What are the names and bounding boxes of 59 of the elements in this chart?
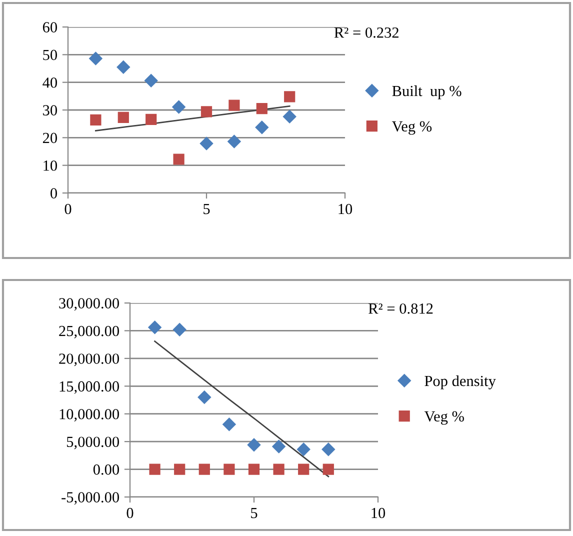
point [174, 464, 186, 475]
x-tick-label: 0 [126, 508, 134, 518]
y-tick-label: 20 [42, 132, 57, 144]
point [116, 60, 130, 74]
point [322, 442, 335, 456]
line-series [154, 340, 330, 478]
legend-label: Built up % [392, 85, 462, 100]
x-tick-label: 5 [251, 508, 258, 518]
point [118, 112, 129, 124]
x-tick-label: 5 [204, 204, 210, 214]
legend-label: Veg % [392, 121, 432, 135]
point [200, 106, 212, 118]
point [144, 74, 158, 88]
y-tick-label: 10,000.00 [60, 409, 119, 422]
legend-label: Pop density [424, 375, 496, 390]
y-tick-label: 60 [42, 22, 57, 32]
point [173, 323, 186, 336]
y-tick-label: -5,000.00 [62, 492, 119, 505]
point [272, 440, 286, 454]
point [149, 464, 160, 475]
point [146, 114, 157, 125]
point [247, 438, 261, 452]
y-tick-label: 10 [44, 160, 57, 171]
point [297, 442, 310, 456]
point [224, 464, 235, 475]
point [198, 464, 210, 475]
point [222, 418, 236, 431]
point [322, 464, 334, 475]
point [173, 154, 184, 165]
point [273, 464, 284, 475]
y-tick-label: 5,000.00 [67, 436, 119, 450]
annotation: R² = 0.812 [368, 303, 433, 314]
point [228, 134, 241, 148]
point [228, 100, 240, 111]
legend-label: Veg % [424, 411, 464, 425]
y-tick-label: 15,000.00 [60, 381, 119, 394]
y-tick-label: 0.00 [93, 464, 119, 475]
annotation: R² = 0.232 [334, 27, 398, 38]
point [172, 100, 186, 114]
point [248, 464, 260, 475]
x-tick-label: 10 [372, 508, 386, 518]
point [284, 91, 296, 102]
point [256, 103, 268, 114]
point [148, 320, 162, 334]
point [90, 114, 102, 126]
point [198, 390, 211, 404]
y-tick-label: 30 [43, 105, 57, 116]
y-tick-label: 20,000.00 [59, 354, 119, 366]
point [255, 120, 268, 134]
y-tick-label: 0 [50, 188, 57, 198]
point [298, 464, 310, 475]
point [283, 110, 296, 124]
point [89, 52, 102, 66]
y-tick-label: 30,000.00 [59, 298, 119, 311]
y-tick-label: 40 [42, 77, 57, 88]
x-tick-label: 10 [338, 204, 352, 214]
point [200, 136, 214, 150]
y-tick-label: 50 [43, 50, 57, 60]
y-tick-label: 25,000.00 [59, 326, 119, 338]
